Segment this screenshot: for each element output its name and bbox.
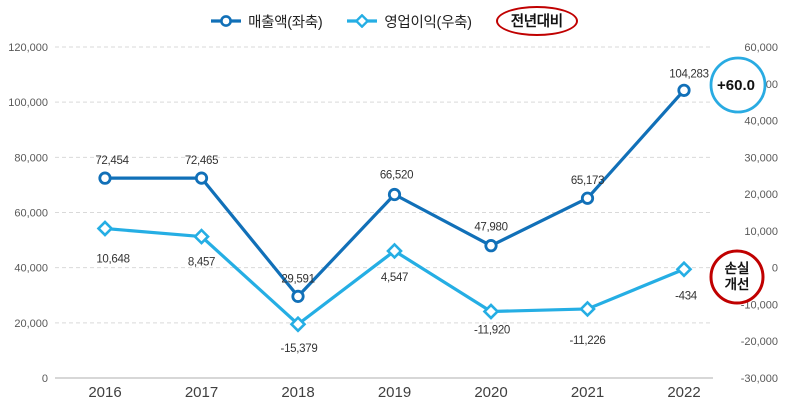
svg-text:-20,000: -20,000: [741, 336, 778, 348]
svg-text:+60.0: +60.0: [717, 77, 755, 94]
series-data-labels-1: 10,648 8,457 -15,379 4,547 -11,920 -11,226 -43…: [96, 254, 698, 356]
data-point[interactable]: [386, 242, 403, 260]
data-point[interactable]: [96, 220, 114, 237]
svg-text:2019: 2019: [378, 384, 411, 401]
legend-label-operating-profit: 영업이익(우축): [384, 14, 472, 31]
svg-text:60,000: 60,000: [744, 42, 778, 54]
svg-text:47,980: 47,980: [474, 222, 507, 234]
data-point[interactable]: [579, 300, 596, 318]
series-data-labels-0: 72,454 72,465 29,591 66,520 47,980 65,173 104,…: [95, 68, 709, 285]
series-markers-1: [96, 220, 693, 333]
svg-text:-30,000: -30,000: [741, 373, 778, 385]
yoy-annotation-label: 전년대비: [510, 14, 563, 30]
svg-text:0: 0: [42, 373, 48, 385]
data-point[interactable]: [194, 171, 209, 185]
legend-label-revenue: 매출액(좌축): [248, 14, 323, 31]
svg-text:29,591: 29,591: [281, 273, 314, 285]
svg-text:손실: 손실: [725, 261, 750, 276]
svg-text:40,000: 40,000: [744, 116, 778, 128]
data-point[interactable]: [193, 228, 210, 245]
left-axis-ticks: 0 20,000 40,000 60,000 80,000 100,000 120,000: [8, 42, 48, 385]
data-point[interactable]: [482, 303, 500, 320]
svg-text:-15,379: -15,379: [281, 343, 318, 355]
svg-text:66,520: 66,520: [380, 170, 413, 182]
series-markers-0: [98, 83, 691, 303]
svg-text:2022: 2022: [667, 384, 700, 401]
data-point[interactable]: [677, 83, 691, 97]
svg-text:30,000: 30,000: [744, 152, 778, 164]
svg-text:8,457: 8,457: [188, 257, 215, 269]
svg-text:72,454: 72,454: [95, 155, 129, 167]
svg-text:10,000: 10,000: [744, 226, 778, 238]
data-point[interactable]: [289, 315, 307, 333]
svg-text:2018: 2018: [281, 384, 314, 401]
svg-text:80,000: 80,000: [14, 152, 48, 164]
svg-text:20,000: 20,000: [14, 318, 48, 330]
svg-text:2016: 2016: [88, 384, 121, 401]
svg-text:개선: 개선: [725, 277, 750, 292]
data-point[interactable]: [675, 260, 693, 278]
legend-item-revenue[interactable]: 매출액(좌축): [210, 11, 323, 32]
svg-text:2017: 2017: [185, 384, 218, 401]
chart-legend: 매출액(좌축) 영업이익(우축) 전년대비: [0, 6, 788, 36]
svg-text:40,000: 40,000: [14, 263, 48, 275]
profit-line-marker-icon: [347, 14, 378, 28]
yoy-annotation: 전년대비: [495, 6, 578, 36]
svg-text:10,648: 10,648: [96, 254, 129, 266]
svg-text:100,000: 100,000: [8, 97, 48, 109]
svg-text:120,000: 120,000: [8, 42, 48, 54]
x-axis-labels: 2016 2017 2018 2019 2020 2021 2022: [88, 384, 700, 401]
svg-text:2020: 2020: [474, 384, 507, 401]
svg-text:4,547: 4,547: [381, 272, 408, 284]
svg-text:20,000: 20,000: [744, 189, 778, 201]
data-point[interactable]: [484, 239, 498, 253]
svg-text:-10,000: -10,000: [741, 299, 778, 311]
svg-text:65,173: 65,173: [571, 175, 604, 187]
gridlines: [55, 46, 713, 324]
data-point[interactable]: [291, 289, 305, 303]
revenue-line-marker-icon: [211, 15, 242, 27]
right-axis-ticks: -30,000 -20,000 -10,000 0 10,000 20,000 30,000…: [741, 42, 778, 385]
legend-item-operating-profit[interactable]: 영업이익(우축): [346, 11, 472, 32]
svg-text:0: 0: [772, 263, 778, 275]
svg-text:2021: 2021: [571, 384, 604, 401]
svg-text:104,283: 104,283: [669, 68, 708, 80]
svg-text:-11,920: -11,920: [474, 325, 510, 337]
growth-annotation: +60.0: [709, 56, 767, 114]
data-point[interactable]: [387, 187, 402, 202]
svg-text:-434: -434: [675, 290, 698, 302]
data-point[interactable]: [580, 191, 595, 205]
svg-text:-11,226: -11,226: [569, 335, 605, 347]
svg-text:72,465: 72,465: [185, 155, 218, 167]
data-point[interactable]: [98, 171, 112, 185]
svg-text:60,000: 60,000: [14, 208, 48, 220]
